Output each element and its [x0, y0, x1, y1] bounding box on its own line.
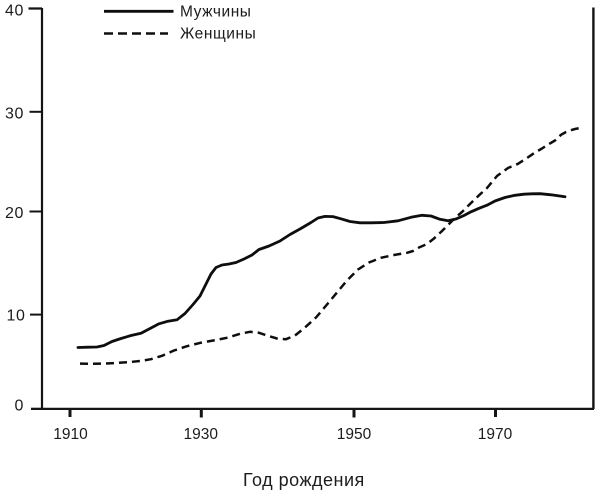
- svg-text:Мужчины: Мужчины: [180, 4, 252, 21]
- svg-text:1950: 1950: [337, 426, 372, 443]
- svg-text:0: 0: [15, 397, 25, 414]
- svg-text:Год рождения: Год рождения: [243, 470, 365, 490]
- svg-text:Женщины: Женщины: [180, 25, 256, 42]
- svg-text:1910: 1910: [53, 426, 88, 443]
- svg-text:40: 40: [5, 3, 24, 20]
- svg-text:20: 20: [5, 205, 24, 222]
- svg-text:1930: 1930: [184, 426, 219, 443]
- svg-text:10: 10: [7, 308, 26, 325]
- svg-text:1970: 1970: [478, 426, 513, 443]
- svg-text:30: 30: [5, 105, 24, 122]
